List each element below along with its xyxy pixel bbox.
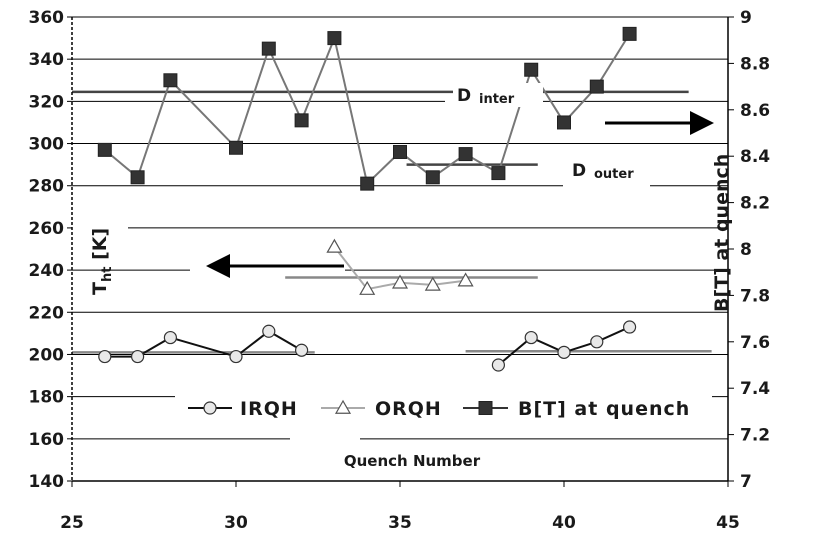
data-point-square [622,26,637,41]
legend-label: IRQH [240,398,298,420]
data-point-circle [163,330,177,345]
series-line [104,33,631,186]
data-point-circle [131,349,145,364]
left-tick-label: 300 [29,135,65,155]
right-tick-label: 8 [740,240,752,260]
data-point-triangle [326,238,343,253]
right-tick-label: 7.4 [740,379,770,399]
annotation-background [568,158,658,182]
right-tick-label: 7.6 [740,333,770,353]
annotation-main: D [457,86,471,106]
left-axis-title-main: T [89,282,111,295]
left-tick-label: 240 [29,261,65,281]
left-tick-label: 360 [29,8,65,28]
right-tick-label: 8.4 [740,147,770,167]
data-point-circle [557,345,571,359]
data-point-circle [622,320,637,334]
data-point-square [163,73,178,88]
legend-label: B[T] at quench [518,398,690,420]
series-triangle [326,238,474,295]
right-tick-label: 7.2 [740,426,770,446]
left-tick-label: 160 [29,430,65,450]
data-point-circle [295,343,309,357]
data-point-square [589,79,604,94]
data-point-triangle [391,274,409,289]
data-point-square [393,144,407,159]
series-layer [97,26,637,372]
left-tick-label: 260 [29,219,65,239]
data-point-square [557,115,571,130]
right-tick-label: 7 [740,472,752,492]
data-point-square [458,147,473,162]
right-tick-label: 8.2 [740,194,770,214]
data-point-square [478,401,493,415]
x-tick-label: 40 [552,513,576,533]
legend-entry: B[T] at quench [463,398,690,420]
data-point-square [524,62,539,77]
series-square [97,26,637,191]
left-tick-label: 140 [29,472,65,492]
left-tick-label: 340 [29,50,65,70]
x-tick-label: 35 [388,513,412,533]
left-axis-title: Tht [K] [89,228,115,295]
data-point-triangle [334,399,352,414]
data-point-circle [491,358,505,372]
annotation-main: D [572,161,586,181]
left-tick-label: 200 [29,345,65,365]
data-point-square [261,41,276,56]
annotation-sub: outer [594,167,634,182]
annotation-background [453,83,543,107]
right-tick-label: 7.8 [740,286,770,306]
legend-background [178,390,712,426]
data-point-triangle [359,280,376,295]
series-circle [98,320,637,372]
legend-entry: ORQH [321,398,442,420]
x-axis-title: Quench Number [344,452,481,470]
data-point-circle [229,349,243,364]
data-point-square [360,176,375,191]
left-axis-title-unit: [K] [89,228,111,267]
x-tick-label: 45 [716,513,740,533]
left-tick-label: 280 [29,177,65,197]
right-tick-label: 9 [740,8,752,28]
right-tick-label: 8.6 [740,101,770,121]
data-point-circle [590,335,604,349]
data-point-square [491,166,506,181]
data-point-circle [98,349,112,364]
right-tick-label: 8.8 [740,54,770,74]
left-tick-label: 320 [29,92,65,112]
axes: 140 160 180 200 220 240 260 280 300 320 340 360 7 7.2… [29,8,771,533]
legend: IRQH ORQH B[T] at quench [178,390,712,426]
data-point-triangle [424,276,441,291]
legend-entry: IRQH [188,398,298,420]
data-point-square [294,113,309,128]
legend-label: ORQH [375,398,442,420]
left-tick-label: 180 [29,388,65,408]
reference-lines [72,90,712,354]
data-point-circle [203,401,217,415]
data-point-square [130,170,145,185]
data-point-square [327,31,342,46]
grid-layer [72,16,728,440]
data-point-circle [262,324,276,338]
data-point-circle [524,330,538,345]
right-axis-title: B[T] at quench [711,154,733,312]
left-tick-label: 220 [29,303,65,323]
data-point-triangle [457,272,474,287]
x-tick-label: 25 [60,513,84,533]
x-tick-label: 30 [224,513,248,533]
left-axis-title-sub: ht [100,267,115,282]
annotation-sub: inter [479,92,515,107]
data-point-square [229,140,243,155]
data-point-square [425,170,440,185]
data-point-square [97,142,112,157]
